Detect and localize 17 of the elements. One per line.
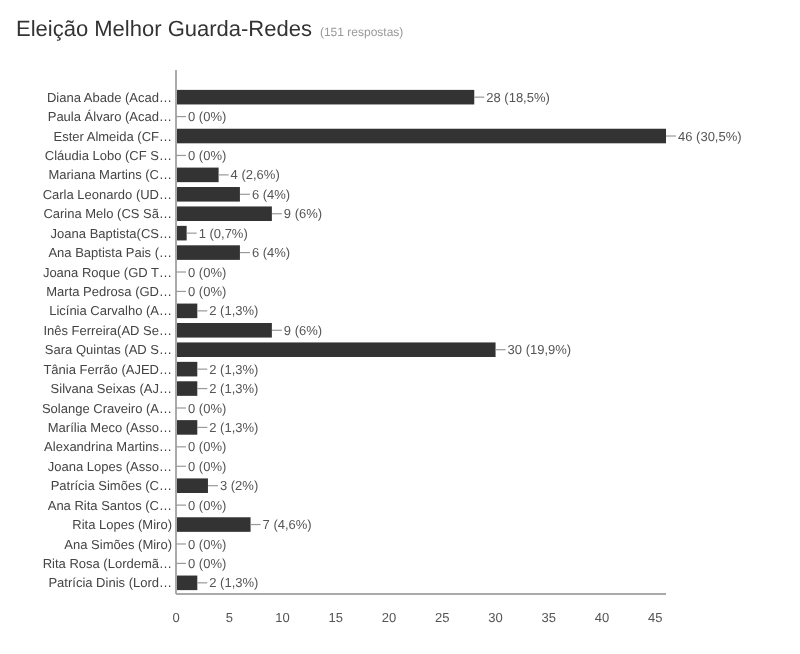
bar bbox=[176, 361, 198, 377]
bar bbox=[176, 381, 198, 396]
bar bbox=[176, 206, 272, 222]
chart-title: Eleição Melhor Guarda-Redes bbox=[16, 18, 312, 42]
bar bbox=[176, 187, 240, 202]
bar bbox=[176, 342, 496, 357]
bar bbox=[176, 128, 666, 144]
bar bbox=[176, 575, 198, 591]
bar bbox=[176, 167, 219, 183]
bar bbox=[176, 517, 251, 532]
bar bbox=[176, 245, 240, 260]
bar bbox=[176, 303, 198, 319]
bar bbox=[176, 323, 272, 338]
bar bbox=[176, 89, 475, 105]
bar bbox=[176, 225, 187, 241]
bar bbox=[176, 420, 198, 435]
bar bbox=[176, 478, 208, 493]
